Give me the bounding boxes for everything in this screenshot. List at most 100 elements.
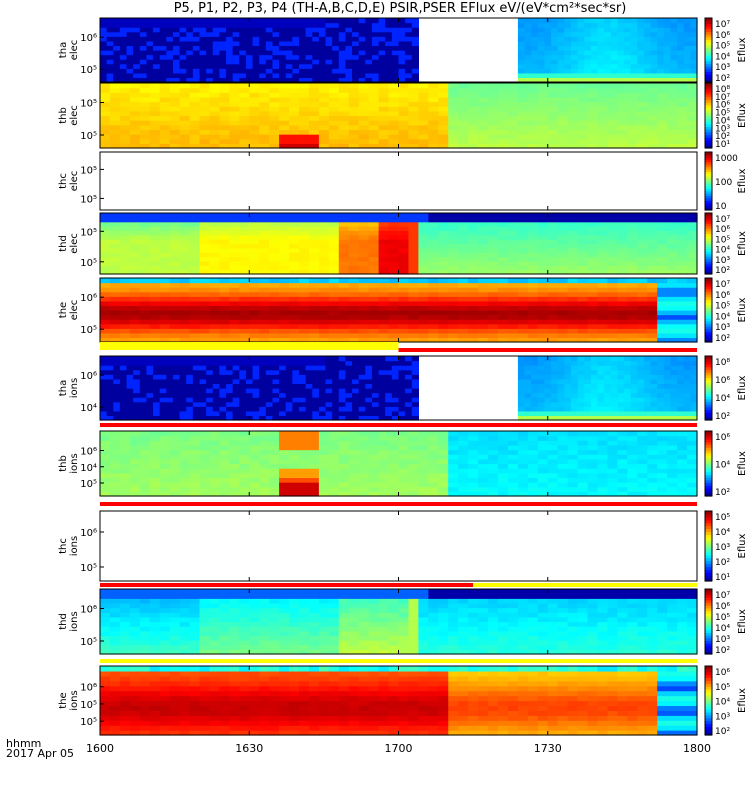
spectrogram-cell — [677, 124, 688, 131]
spectrogram-cell — [687, 243, 698, 249]
spectrogram-cell — [388, 226, 400, 232]
spectrogram-cell — [378, 410, 386, 417]
spectrogram-cell — [507, 296, 519, 302]
spectrogram-cell — [299, 22, 307, 28]
spectrogram-cell — [328, 243, 340, 249]
spectrogram-cell — [624, 392, 632, 398]
spectrogram-cell — [547, 328, 559, 334]
spectrogram-cell — [279, 87, 290, 93]
spectrogram-cell — [199, 36, 207, 42]
spectrogram-cell — [468, 323, 479, 329]
spectrogram-cell — [299, 397, 307, 403]
spectrogram-cell — [113, 18, 121, 24]
spectrogram-cell — [179, 217, 191, 223]
spectrogram-cell — [690, 383, 698, 389]
spectrogram-cell — [100, 314, 111, 320]
spectrogram-cell — [398, 356, 406, 362]
spectrogram-cell — [428, 323, 439, 329]
spectrogram-cell — [643, 27, 652, 33]
spectrogram-cell — [391, 415, 400, 421]
spectrogram-cell — [100, 482, 111, 488]
spectrogram-cell — [308, 319, 320, 325]
spectrogram-cell — [199, 40, 207, 47]
spectrogram-cell — [607, 124, 618, 131]
spectrogram-cell — [209, 278, 220, 284]
spectrogram-cell — [299, 68, 307, 74]
spectrogram-cell — [378, 143, 390, 149]
spectrogram-cell — [458, 124, 469, 131]
spectrogram-cell — [667, 213, 678, 218]
spectrogram-cell — [584, 378, 592, 385]
spectrogram-cell — [643, 59, 652, 65]
spectrogram-cell — [587, 234, 599, 240]
spectrogram-cell — [328, 230, 340, 236]
spectrogram-cell — [358, 415, 366, 421]
spectrogram-cell — [119, 92, 131, 98]
spectrogram-cell — [531, 63, 539, 69]
spectrogram-cell — [126, 388, 134, 394]
spectrogram-cell — [507, 143, 519, 149]
spectrogram-cell — [607, 217, 618, 223]
spectrogram-cell — [232, 27, 240, 33]
spectrogram-cell — [577, 252, 589, 258]
spectrogram-cell — [557, 392, 565, 398]
spectrogram-cell — [663, 77, 672, 83]
spectrogram-cell — [663, 63, 672, 69]
spectrogram-cell — [570, 36, 579, 42]
spectrogram-cell — [604, 410, 612, 417]
spectrogram-cell — [677, 378, 685, 385]
spectrogram-cell — [597, 50, 605, 56]
spectrogram-cell — [325, 59, 333, 65]
spectrogram-cell — [100, 332, 111, 339]
spectrogram-cell — [226, 45, 234, 51]
spectrogram-cell — [643, 77, 652, 83]
spectrogram-cell — [517, 40, 526, 47]
spectrogram-cell — [186, 59, 194, 65]
spectrogram-cell — [610, 54, 618, 60]
colorbar-segment — [705, 225, 712, 229]
spectrogram-cell — [259, 332, 270, 339]
spectrogram-cell — [398, 310, 410, 316]
spectrogram-cell — [677, 120, 688, 126]
spectrogram-cell — [119, 138, 131, 144]
spectrogram-cell — [547, 217, 559, 223]
spectrogram-cell — [577, 374, 585, 380]
spectrogram-cell — [272, 22, 280, 28]
spectrogram-cell — [544, 369, 552, 375]
spectrogram-cell — [365, 369, 373, 375]
spectrogram-cell — [385, 406, 393, 412]
spectrogram-cell — [587, 269, 599, 275]
spectrogram-cell — [308, 337, 320, 343]
colorbar-segment — [705, 336, 712, 340]
panel-label-probe: thb — [58, 107, 69, 124]
colorbar-segment — [705, 280, 712, 284]
spectrogram-cell — [226, 68, 234, 74]
spectrogram-cell — [279, 410, 287, 417]
spectrogram-cell — [478, 83, 489, 89]
spectrogram-cell — [527, 252, 539, 258]
spectrogram-cell — [199, 68, 207, 74]
spectrogram-cell — [179, 221, 191, 227]
spectrogram-cell — [219, 328, 230, 334]
spectrogram-cell — [650, 397, 658, 403]
spectrogram-cell — [398, 45, 406, 51]
spectrogram-cell — [172, 27, 181, 33]
spectrogram-cell — [557, 388, 565, 394]
spectrogram-cell — [657, 392, 665, 398]
spectrogram-cell — [405, 365, 413, 371]
spectrogram-cell — [119, 287, 131, 293]
spectrogram-cell — [139, 365, 148, 371]
spectrogram-cell — [126, 415, 134, 421]
spectrogram-cell — [199, 247, 211, 253]
spectrogram-cell — [305, 415, 313, 421]
spectrogram-cell — [597, 388, 605, 394]
spectrogram-cell — [358, 260, 370, 266]
spectrogram-cell — [279, 226, 290, 232]
spectrogram-cell — [647, 323, 658, 329]
spectrogram-cell — [448, 217, 459, 223]
spectrogram-cell — [388, 110, 400, 117]
spectrogram-cell — [179, 360, 187, 366]
spectrogram-cell — [411, 378, 419, 385]
spectrogram-cell — [149, 87, 161, 93]
spectrogram-cell — [113, 369, 121, 375]
